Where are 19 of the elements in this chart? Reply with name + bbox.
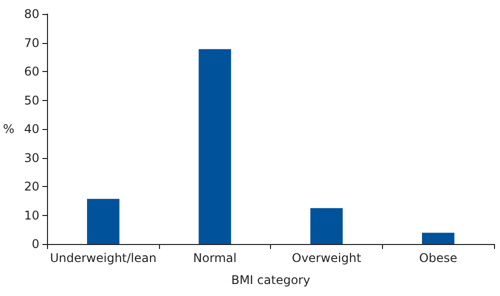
y-tick-label: 80 xyxy=(24,7,40,21)
bar xyxy=(422,232,454,244)
y-tick-label: 60 xyxy=(24,64,40,78)
x-tick-label: Underweight/lean xyxy=(50,251,156,265)
bar xyxy=(310,208,343,244)
y-tick-label: 30 xyxy=(24,150,40,165)
y-tick-label: 10 xyxy=(24,208,40,222)
y-tick-label: 0 xyxy=(32,237,40,251)
y-tick-label: 50 xyxy=(24,93,40,108)
x-tick-label: Overweight xyxy=(292,251,362,265)
x-tick-label: Obese xyxy=(419,251,458,265)
y-axis-title: % xyxy=(2,122,14,136)
bar xyxy=(198,49,232,244)
x-tick-label: Normal xyxy=(193,251,237,265)
bar xyxy=(87,198,120,244)
x-axis-title: BMI category xyxy=(231,273,310,287)
y-tick-label: 40 xyxy=(24,122,40,136)
y-tick-label: 70 xyxy=(24,36,40,50)
y-tick-label: 20 xyxy=(24,180,40,194)
